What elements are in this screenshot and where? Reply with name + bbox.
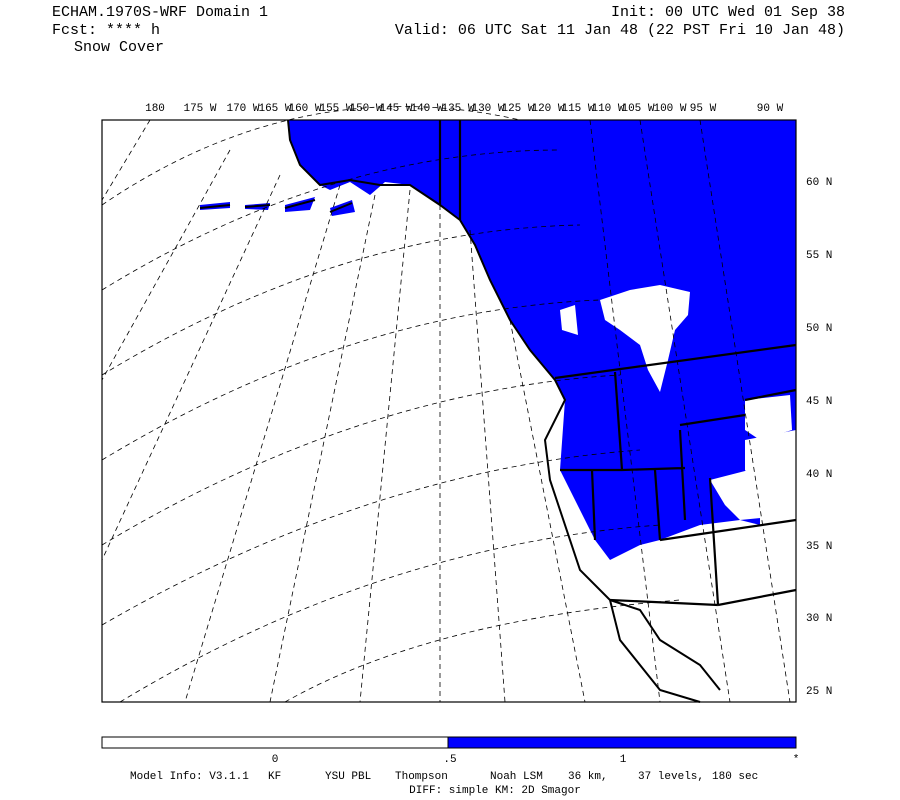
lat-label: 40 N (806, 469, 832, 481)
snow-area (200, 197, 355, 216)
colorbar (101, 736, 797, 749)
lat-label: 60 N (806, 177, 832, 189)
footer-item: Noah LSM (490, 771, 543, 783)
coastline (287, 119, 701, 703)
lon-label: 145 W (379, 103, 412, 115)
colorbar-label: * (793, 754, 800, 766)
lon-label: 165 W (258, 103, 291, 115)
lon-label: 120 W (531, 103, 564, 115)
footer-diff: DIFF: simple KM: 2D Smagor (409, 785, 581, 797)
snow-free (600, 285, 690, 392)
lon-label: 140 W (410, 103, 443, 115)
lat-labels: 60 N 55 N 50 N 45 N 40 N 35 N 30 N 25 N (806, 177, 832, 698)
colorbar-label: .5 (443, 754, 456, 766)
init: Init: 00 UTC Wed 01 Sep 38 (611, 4, 845, 21)
snow-free (710, 462, 790, 520)
colorbar-label: 0 (272, 754, 279, 766)
lon-label: 160 W (288, 103, 321, 115)
lon-label: 135 W (441, 103, 474, 115)
lon-label: 155 W (319, 103, 352, 115)
snow-free (560, 305, 578, 335)
valid: Valid: 06 UTC Sat 11 Jan 48 (22 PST Fri … (395, 22, 845, 39)
lat-label: 30 N (806, 613, 832, 625)
lat-label: 50 N (806, 323, 832, 335)
title: ECHAM.1970S-WRF Domain 1 (52, 4, 268, 21)
border (438, 120, 797, 607)
footer: Model Info: V3.1.1 KF YSU PBL Thompson Noah … (130, 771, 758, 783)
footer-item: 37 levels, (638, 771, 704, 783)
lat-label: 45 N (806, 396, 832, 408)
coastline (199, 199, 353, 213)
footer-item: YSU PBL (325, 771, 371, 783)
lon-label: 150 W (349, 103, 382, 115)
lat-label: 35 N (806, 541, 832, 553)
lat-label: 25 N (806, 686, 832, 698)
colorbar-labels: 0 .5 1 * (272, 754, 800, 766)
footer-item: 180 sec (712, 771, 758, 783)
footer-item: Thompson (395, 771, 448, 783)
lon-label: 100 W (653, 103, 686, 115)
forecast: Fcst: **** h (52, 22, 160, 39)
map-frame (101, 119, 797, 703)
colorbar-label: 1 (620, 754, 627, 766)
coastline (609, 599, 721, 691)
snow-area (288, 120, 796, 560)
lon-label: 105 W (621, 103, 654, 115)
lon-label: 180 (145, 103, 165, 115)
lon-label: 115 W (561, 103, 594, 115)
lon-label: 125 W (501, 103, 534, 115)
field: Snow Cover (74, 39, 164, 56)
map (101, 106, 797, 703)
footer-item: Model Info: V3.1.1 (130, 771, 249, 783)
footer-item: 36 km, (568, 771, 608, 783)
lon-label: 175 W (183, 103, 216, 115)
graticule (101, 106, 791, 703)
lon-label: 90 W (757, 103, 784, 115)
footer-item: KF (268, 771, 281, 783)
colorbar-blue (447, 736, 797, 749)
lon-label: 130 W (471, 103, 504, 115)
lon-label: 110 W (591, 103, 624, 115)
snow-free (745, 395, 792, 440)
colorbar-white (101, 736, 449, 749)
lon-label: 95 W (690, 103, 717, 115)
lon-label: 170 W (226, 103, 259, 115)
lat-label: 55 N (806, 250, 832, 262)
